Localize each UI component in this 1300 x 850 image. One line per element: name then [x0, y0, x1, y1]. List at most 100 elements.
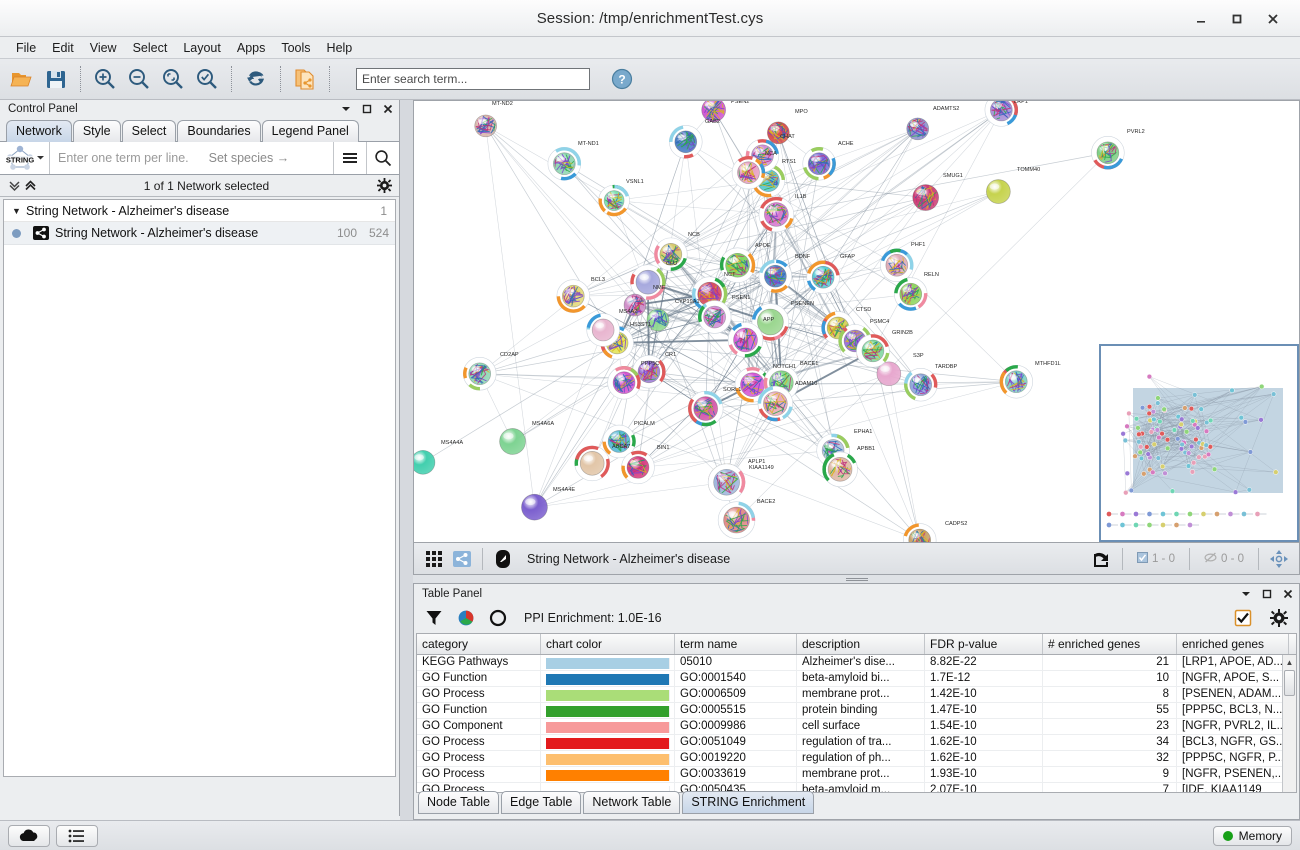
network-node[interactable] [758, 196, 795, 233]
task-list-icon[interactable] [56, 824, 98, 847]
tab-node-table[interactable]: Node Table [418, 791, 500, 814]
network-node[interactable] [903, 367, 938, 402]
network-node[interactable] [894, 277, 928, 311]
tab-string-enrichment[interactable]: STRING Enrichment [682, 791, 815, 814]
menu-help[interactable]: Help [326, 40, 353, 55]
network-node[interactable] [414, 450, 436, 475]
column-header-fdr-pvalue[interactable]: FDR p-value [925, 634, 1043, 654]
grid-layout-icon[interactable] [420, 547, 448, 571]
share-network-icon[interactable] [289, 63, 321, 95]
maximize-icon[interactable] [1228, 10, 1246, 28]
checkbox-checked-icon[interactable] [1231, 606, 1255, 630]
network-node[interactable] [630, 264, 666, 300]
menu-apps[interactable]: Apps [236, 40, 266, 55]
network-node[interactable] [1091, 136, 1125, 170]
menu-select[interactable]: Select [132, 40, 168, 55]
export-image-icon[interactable] [1088, 547, 1116, 571]
table-row[interactable]: GO Process GO:0051049 regulation of tra...… [417, 735, 1296, 751]
panel-splitter[interactable] [413, 575, 1300, 583]
menu-edit[interactable]: Edit [52, 40, 74, 55]
menu-layout[interactable]: Layout [183, 40, 221, 55]
network-canvas[interactable] [414, 101, 1299, 542]
close-icon[interactable] [1264, 10, 1282, 28]
column-header-enriched-count[interactable]: # enriched genes [1043, 634, 1177, 654]
network-node[interactable] [574, 445, 610, 482]
table-row[interactable]: GO Component GO:0009986 cell surface 1.54E-… [417, 719, 1296, 735]
network-node[interactable] [697, 300, 732, 334]
open-folder-icon[interactable] [6, 63, 38, 95]
network-node[interactable] [474, 114, 497, 138]
nodes-stat[interactable]: 1 - 0 [1129, 551, 1183, 566]
search-input[interactable]: Enter search term... [356, 68, 590, 90]
menu-tools[interactable]: Tools [281, 40, 311, 55]
table-row[interactable]: GO Function GO:0005515 protein binding 1.47… [417, 703, 1296, 719]
expand-all-icon[interactable] [22, 179, 38, 192]
pan-icon[interactable] [1265, 547, 1293, 571]
table-row[interactable]: GO Process GO:0019220 regulation of ph... 1… [417, 751, 1296, 767]
network-node[interactable] [734, 366, 771, 403]
column-header-enriched-genes[interactable]: enriched genes [1177, 634, 1289, 654]
close-icon[interactable] [1281, 587, 1295, 601]
network-node[interactable] [632, 355, 666, 389]
network-node[interactable] [906, 117, 930, 141]
network-node[interactable] [876, 361, 902, 387]
network-node[interactable] [691, 276, 728, 312]
pie-chart-icon[interactable] [454, 606, 478, 630]
edges-stat[interactable]: 0 - 0 [1196, 551, 1252, 567]
network-node[interactable] [731, 155, 766, 190]
maximize-icon[interactable] [1260, 587, 1274, 601]
column-header-category[interactable]: category [417, 634, 541, 654]
funnel-filter-icon[interactable] [422, 606, 446, 630]
enrichment-table[interactable]: category chart color term name descripti… [416, 633, 1297, 793]
tab-edge-table[interactable]: Edge Table [501, 791, 582, 814]
birds-eye-view[interactable] [1099, 344, 1299, 542]
collapse-all-icon[interactable] [6, 179, 22, 192]
network-node[interactable] [602, 424, 636, 459]
string-term-input[interactable]: Enter one term per line. Set species → [49, 142, 333, 174]
network-node[interactable] [623, 293, 647, 317]
hamburger-icon[interactable] [333, 142, 366, 174]
network-node[interactable] [547, 146, 582, 181]
network-nodes[interactable] [414, 101, 1125, 542]
network-node[interactable] [757, 385, 794, 422]
search-icon[interactable] [366, 142, 399, 174]
chevron-down-icon[interactable] [339, 102, 353, 116]
network-node[interactable] [607, 365, 641, 400]
help-icon[interactable]: ? [610, 67, 634, 91]
close-icon[interactable] [381, 102, 395, 116]
network-node[interactable] [984, 101, 1019, 127]
save-icon[interactable] [40, 63, 72, 95]
network-node[interactable] [856, 334, 890, 368]
string-logo-icon[interactable]: STRING [0, 142, 40, 174]
network-node[interactable] [902, 523, 937, 542]
network-node[interactable] [999, 365, 1033, 399]
table-row[interactable]: GO Function GO:0001540 beta-amyloid bi... 1… [417, 671, 1296, 687]
table-row[interactable]: KEGG Pathways 05010 Alzheimer's dise... 8.8… [417, 655, 1296, 671]
network-node[interactable] [669, 125, 703, 159]
table-scrollbar[interactable]: ▲ [1282, 655, 1296, 792]
scrollbar-thumb[interactable] [1284, 670, 1295, 696]
network-node[interactable] [462, 357, 497, 391]
maximize-icon[interactable] [360, 102, 374, 116]
network-node[interactable] [986, 179, 1011, 204]
column-header-description[interactable]: description [797, 634, 925, 654]
network-node[interactable] [586, 313, 620, 347]
menu-file[interactable]: File [16, 40, 37, 55]
table-row[interactable]: GO Process GO:0033619 membrane prot... 1.93… [417, 767, 1296, 783]
network-node[interactable] [727, 322, 764, 358]
network-node[interactable] [556, 279, 591, 313]
chevron-down-icon[interactable]: ▼ [12, 205, 21, 216]
network-node[interactable] [912, 184, 939, 211]
chevron-down-icon[interactable] [36, 153, 45, 164]
gear-icon[interactable] [1267, 606, 1291, 630]
tab-network[interactable]: Network [6, 120, 72, 142]
network-share-icon[interactable] [448, 547, 476, 571]
zoom-selected-icon[interactable] [191, 63, 223, 95]
donut-chart-icon[interactable] [486, 606, 510, 630]
tab-legend-panel[interactable]: Legend Panel [261, 120, 359, 142]
table-row[interactable]: GO Process GO:0006509 membrane prot... 1.42… [417, 687, 1296, 703]
scroll-up-icon[interactable]: ▲ [1285, 657, 1294, 667]
network-node[interactable] [717, 501, 756, 539]
column-header-chart-color[interactable]: chart color [541, 634, 675, 654]
memory-status[interactable]: Memory [1212, 825, 1292, 846]
